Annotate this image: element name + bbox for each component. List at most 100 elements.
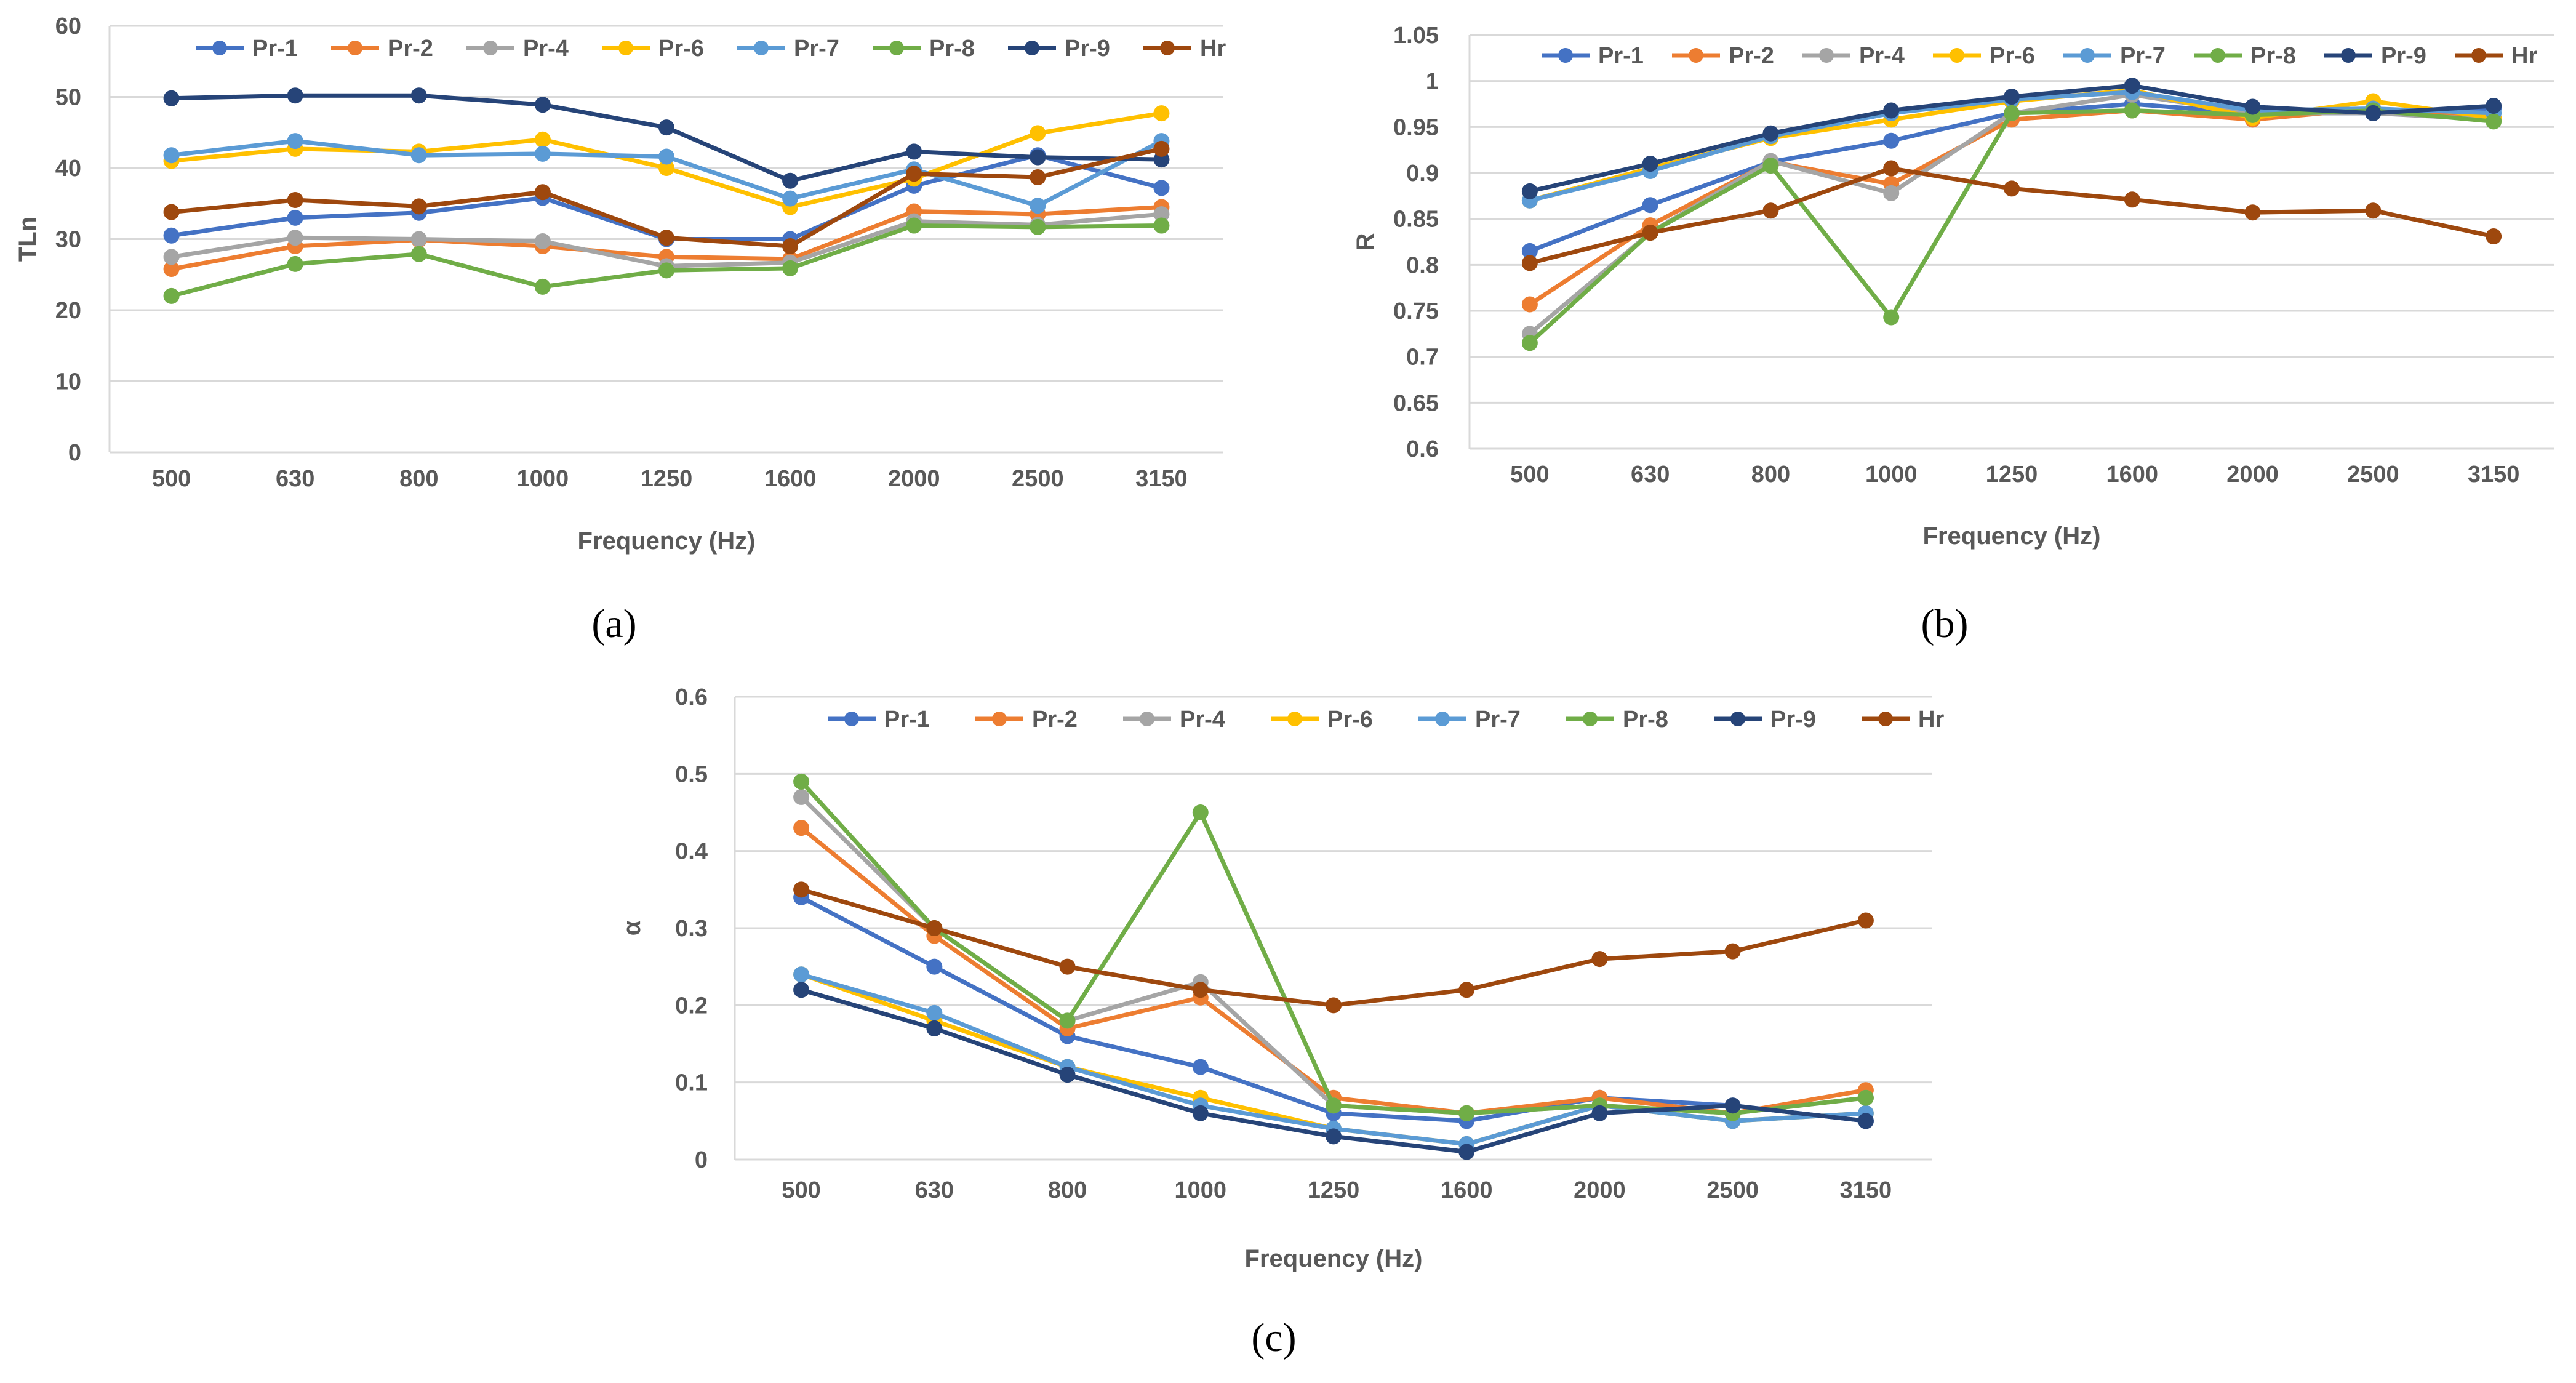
- data-point-pr-8: [782, 260, 799, 276]
- series-hr: [793, 881, 1874, 1014]
- data-point-pr-7: [163, 147, 180, 164]
- data-point-hr: [1458, 982, 1475, 998]
- data-point-pr-1: [1883, 132, 1900, 149]
- legend-label-pr-2: Pr-2: [1032, 707, 1078, 732]
- series-pr-8: [163, 217, 1170, 304]
- data-point-pr-7: [410, 147, 427, 164]
- legend-label-pr-1: Pr-1: [252, 36, 298, 62]
- legend: Pr-1 Pr-2 Pr-4 Pr-6 Pr-7 Pr-8 Pr-9 Hr: [196, 36, 1226, 62]
- legend-marker-pr-9: [1025, 41, 1039, 55]
- legend-label-pr-4: Pr-4: [523, 36, 569, 62]
- legend-marker-hr: [1160, 41, 1175, 55]
- data-point-hr: [658, 230, 674, 246]
- y-tick-label: 0.65: [1393, 390, 1439, 416]
- x-tick-label: 800: [1751, 462, 1790, 487]
- data-point-pr-7: [782, 190, 799, 207]
- y-tick-label: 30: [55, 227, 81, 253]
- data-point-pr-8: [534, 278, 551, 295]
- data-point-hr: [906, 166, 922, 182]
- x-tick-label: 3150: [1135, 466, 1188, 492]
- data-point-pr-7: [1030, 198, 1046, 214]
- data-point-pr-9: [410, 87, 427, 104]
- data-point-pr-8: [1326, 1097, 1342, 1114]
- legend-marker-pr-1: [212, 41, 227, 55]
- series-hr: [1521, 160, 2502, 271]
- x-tick-label: 1000: [1175, 1177, 1227, 1203]
- y-tick-label: 10: [55, 369, 81, 395]
- x-tick-label: 2500: [1706, 1177, 1759, 1203]
- data-point-pr-9: [287, 87, 303, 104]
- data-point-hr: [1857, 912, 1874, 929]
- data-point-pr-8: [2486, 113, 2502, 130]
- data-point-hr: [534, 184, 551, 201]
- series-pr-8: [793, 773, 1874, 1121]
- data-point-hr: [163, 204, 180, 220]
- data-point-pr-9: [1591, 1105, 1608, 1121]
- x-tick-label: 1600: [2106, 462, 2159, 487]
- data-point-pr-9: [2004, 89, 2020, 105]
- x-tick-label: 2500: [1012, 466, 1064, 492]
- legend-label-pr-8: Pr-8: [929, 36, 975, 62]
- data-point-pr-9: [2124, 78, 2140, 94]
- x-axis-title: Frequency (Hz): [1923, 523, 2101, 550]
- data-point-pr-9: [1724, 1097, 1741, 1114]
- y-tick-label: 0.5: [675, 761, 708, 787]
- x-tick-label: 1000: [1865, 462, 1918, 487]
- data-point-hr: [1192, 982, 1209, 998]
- data-point-pr-9: [658, 119, 674, 136]
- data-point-pr-4: [534, 233, 551, 249]
- x-tick-label: 3150: [1840, 1177, 1892, 1203]
- series-pr-7: [793, 966, 1874, 1152]
- x-tick-label: 1250: [1986, 462, 2038, 487]
- legend-label-pr-1: Pr-1: [884, 707, 930, 732]
- data-point-pr-1: [1521, 243, 1538, 259]
- y-tick-label: 0.6: [675, 684, 708, 710]
- data-point-pr-7: [658, 148, 674, 165]
- data-point-pr-9: [163, 90, 180, 106]
- y-axis-title: α: [618, 920, 646, 936]
- data-point-pr-6: [534, 131, 551, 148]
- y-tick-label: 1: [1426, 69, 1439, 95]
- data-point-hr: [287, 191, 303, 208]
- data-point-pr-4: [287, 230, 303, 246]
- y-tick-label: 0.85: [1393, 207, 1439, 233]
- legend-marker-pr-4: [483, 41, 498, 55]
- x-tick-label: 2000: [888, 466, 940, 492]
- data-point-pr-8: [2004, 105, 2020, 121]
- data-point-pr-8: [1153, 217, 1170, 234]
- data-point-pr-1: [1192, 1059, 1209, 1075]
- data-point-pr-9: [534, 97, 551, 113]
- data-point-pr-9: [1762, 125, 1779, 142]
- series-line-pr-8: [799, 779, 1868, 1116]
- legend-label-pr-4: Pr-4: [1859, 43, 1905, 69]
- data-point-hr: [1724, 943, 1741, 960]
- data-point-pr-9: [793, 982, 810, 998]
- legend-marker-pr-7: [1435, 712, 1450, 726]
- legend-label-pr-2: Pr-2: [1729, 43, 1774, 69]
- legend-label-pr-7: Pr-7: [2120, 43, 2166, 69]
- y-tick-label: 0: [695, 1147, 708, 1173]
- legend-marker-pr-6: [1950, 48, 1964, 63]
- data-point-pr-8: [793, 773, 810, 790]
- data-point-hr: [1762, 202, 1779, 219]
- data-point-hr: [410, 198, 427, 215]
- series-pr-2: [1521, 100, 2502, 313]
- y-tick-label: 0: [68, 440, 81, 466]
- legend-marker-pr-2: [348, 41, 362, 55]
- data-point-pr-9: [1059, 1067, 1076, 1083]
- y-tick-label: 0.3: [675, 916, 708, 942]
- data-point-pr-2: [793, 820, 810, 836]
- data-point-pr-6: [1153, 105, 1170, 122]
- data-point-pr-7: [287, 133, 303, 150]
- legend-marker-pr-9: [1730, 712, 1745, 726]
- data-point-pr-8: [1192, 804, 1209, 820]
- legend: Pr-1 Pr-2 Pr-4 Pr-6 Pr-7 Pr-8 Pr-9 Hr: [828, 707, 1944, 732]
- legend-label-pr-2: Pr-2: [388, 36, 433, 62]
- data-point-pr-8: [1883, 309, 1900, 326]
- data-point-pr-8: [906, 217, 922, 234]
- y-tick-label: 0.1: [675, 1070, 708, 1096]
- data-point-pr-8: [1762, 158, 1779, 174]
- chart-c: 0 0.1 0.2 0.3 0.4 0.5 0.6 500 630 800 1000 1250 1600…: [618, 684, 1944, 1360]
- data-point-pr-9: [926, 1020, 943, 1036]
